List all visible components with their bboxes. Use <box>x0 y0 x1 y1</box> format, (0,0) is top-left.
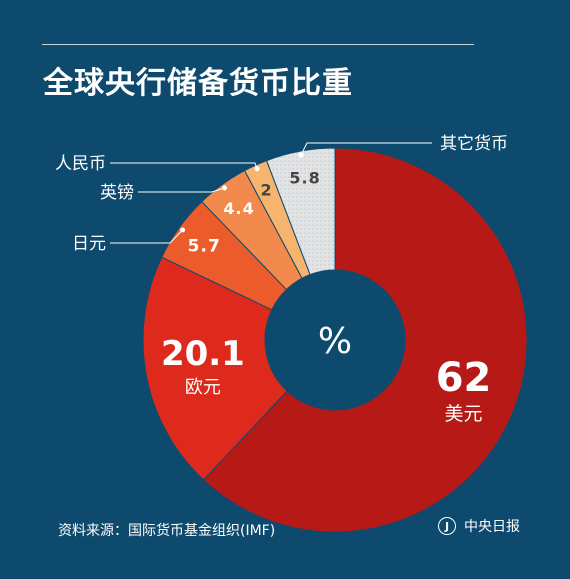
source-note: 资料来源：国际货币基金组织(IMF) <box>58 523 276 539</box>
slice-value-label: 62 <box>436 355 492 401</box>
slice-value-label: 2 <box>261 181 273 200</box>
slice-value-label: 5.8 <box>289 169 320 188</box>
center-unit-label: % <box>318 321 352 362</box>
slice-name-label: 欧元 <box>185 377 221 398</box>
slice-name-label: 美元 <box>445 403 483 425</box>
slice-name-label: 其它货币 <box>440 134 508 154</box>
title-rule <box>42 44 474 45</box>
slice-1 <box>142 256 288 481</box>
slice-value-label: 4.4 <box>223 199 254 218</box>
slice-value-label: 20.1 <box>161 334 245 374</box>
newspaper-logo-icon: J <box>438 517 456 535</box>
leader-line <box>110 162 258 170</box>
leader-line <box>138 187 225 193</box>
slice-0 <box>202 147 528 533</box>
chart-title: 全球央行储备货币比重 <box>43 66 353 101</box>
slice-name-label: 日元 <box>72 234 106 254</box>
slice-name-label: 人民币 <box>55 154 106 174</box>
slice-name-label: 英镑 <box>100 183 134 203</box>
slice-5 <box>265 147 336 276</box>
brand: J 中央日报 <box>438 516 520 536</box>
leader-line <box>300 142 432 156</box>
leader-line <box>110 229 183 244</box>
brand-name: 中央日报 <box>464 519 520 535</box>
slice-value-label: 5.7 <box>188 237 221 257</box>
